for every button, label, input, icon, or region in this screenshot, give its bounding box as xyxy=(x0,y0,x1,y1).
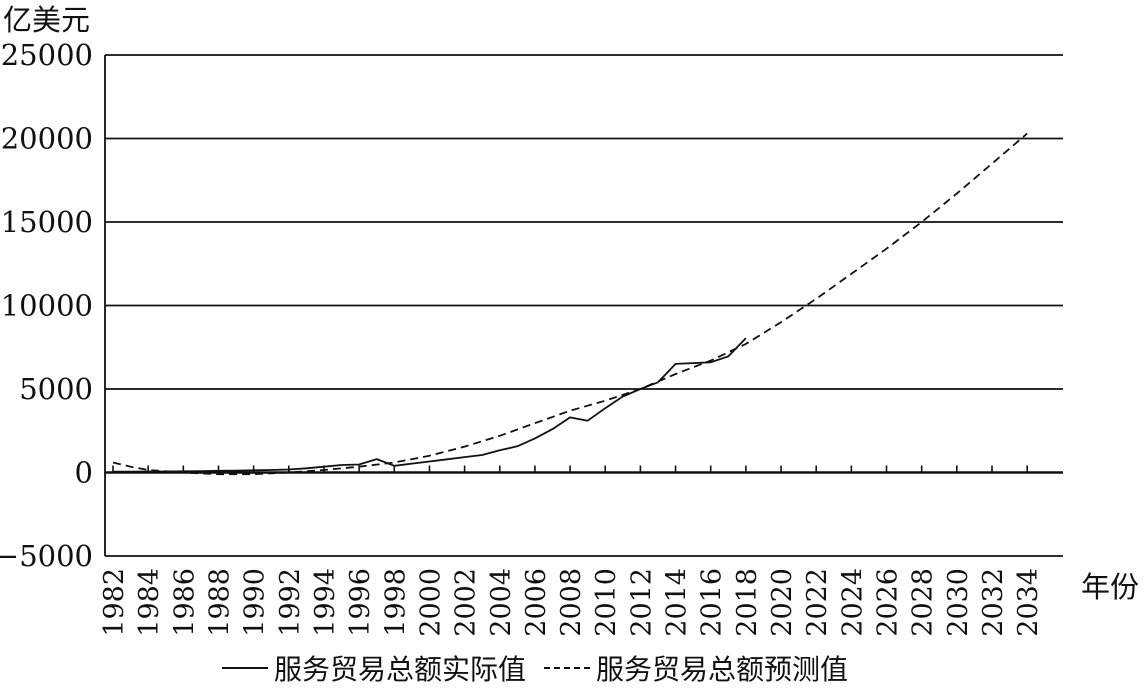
x-tick-label: 2018 xyxy=(732,568,763,637)
series-lines xyxy=(112,132,1028,476)
x-tick-label: 2014 xyxy=(662,568,693,637)
x-tick-label: 2032 xyxy=(978,568,1009,637)
x-tick-label: 1984 xyxy=(134,568,165,637)
x-tick-label: 2006 xyxy=(521,568,552,637)
y-tick-label: 15000 xyxy=(1,205,93,239)
series-actual-line xyxy=(113,337,747,473)
x-tick-label: 1992 xyxy=(275,568,306,637)
y-tick-label: 5000 xyxy=(19,372,93,406)
x-tick-label: 2024 xyxy=(837,568,868,637)
x-tick-label: 2028 xyxy=(908,568,939,637)
y-tick-label: −5000 xyxy=(0,539,93,573)
x-tick-label: 2004 xyxy=(486,568,517,637)
x-tick-label: 2030 xyxy=(943,568,974,637)
legend-item-forecast: 服务贸易总额预测值 xyxy=(544,648,848,688)
x-axis-label: 年份 xyxy=(1081,570,1139,604)
x-tick-label: 2020 xyxy=(767,568,798,637)
series-forecast-line xyxy=(112,132,1028,476)
y-tick-label: 0 xyxy=(75,456,93,490)
legend-solid-swatch xyxy=(222,667,268,669)
legend-label-actual: 服务贸易总额实际值 xyxy=(274,653,527,686)
x-tick-label: 2008 xyxy=(556,568,587,637)
gridlines xyxy=(105,54,1063,557)
x-tick-label: 2002 xyxy=(451,568,482,637)
y-tick-label: 20000 xyxy=(1,122,93,156)
legend-label-forecast: 服务贸易总额预测值 xyxy=(596,653,849,686)
x-tick-label: 2022 xyxy=(802,568,833,637)
legend-dashed-swatch xyxy=(544,667,591,669)
x-tick-label: 2034 xyxy=(1013,568,1044,637)
x-tick-label: 1988 xyxy=(204,568,235,637)
x-tick-label: 1986 xyxy=(169,568,200,637)
y-tick-label: 10000 xyxy=(1,289,93,323)
x-tick-label: 1996 xyxy=(345,568,376,637)
x-tick-label: 2010 xyxy=(591,568,622,637)
x-tick-label: 2012 xyxy=(626,568,657,637)
x-tick-label: 2016 xyxy=(697,568,728,637)
x-tick-label: 1990 xyxy=(240,568,271,637)
y-tick-label: 25000 xyxy=(1,38,93,72)
x-tick-label: 1998 xyxy=(380,568,411,637)
x-tick-label: 2000 xyxy=(415,568,446,637)
x-tick-label: 2026 xyxy=(873,568,904,637)
x-tick-label: 1982 xyxy=(99,568,130,637)
legend-item-actual: 服务贸易总额实际值 xyxy=(222,648,526,688)
y-axis-label: 亿美元 xyxy=(3,3,90,37)
x-tick-label: 1994 xyxy=(310,568,341,637)
legend: 服务贸易总额实际值 服务贸易总额预测值 xyxy=(222,648,848,688)
